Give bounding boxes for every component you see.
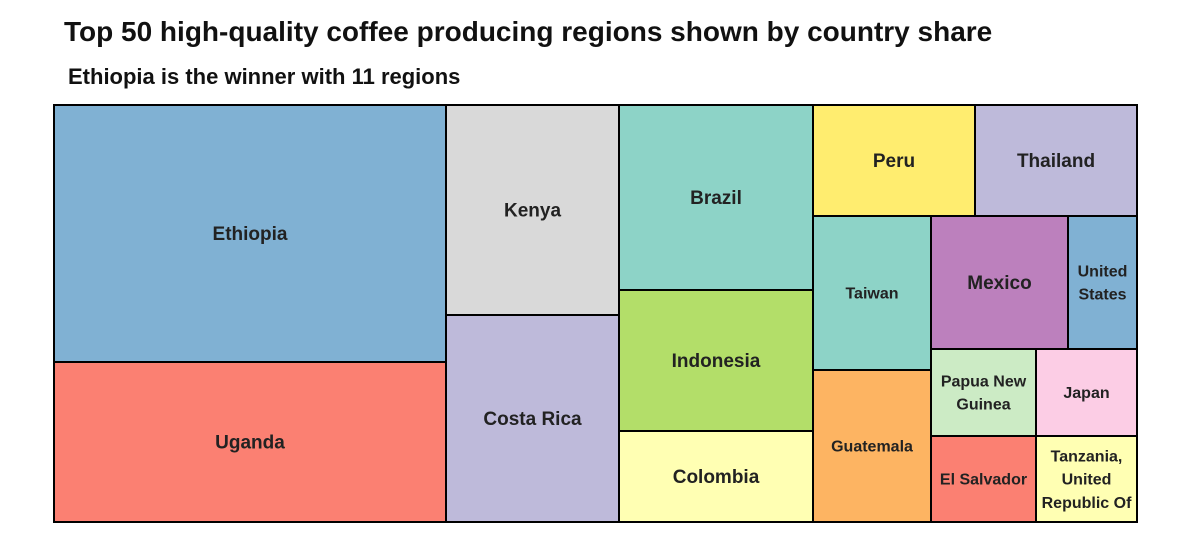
tile-label-el-salvador: El Salvador [940,472,1027,489]
tile-rect-united-states [1067,215,1138,350]
tile-label-peru: Peru [873,151,915,172]
tile-rect-guatemala [812,369,932,523]
tile-label-taiwan: Taiwan [845,286,898,303]
tile-papua-new-guinea: Papua New Guinea [930,348,1037,437]
tile-japan: Japan [1035,348,1138,437]
tile-rect-brazil [618,104,814,291]
tile-label-papua-new-guinea: Papua New Guinea [941,374,1027,414]
tile-label-thailand: Thailand [1017,151,1095,172]
tile-el-salvador: El Salvador [930,435,1037,523]
tile-colombia: Colombia [618,430,814,523]
tile-peru: Peru [812,104,976,217]
tile-indonesia: Indonesia [618,289,814,432]
tile-label-united-states: United States [1078,264,1128,304]
tile-label-indonesia: Indonesia [672,351,761,372]
tile-label-brazil: Brazil [690,188,742,209]
tile-uganda: Uganda [53,361,447,523]
tile-ethiopia: Ethiopia [53,104,447,363]
tile-rect-tanzania-united-republic-of [1035,435,1138,523]
tile-rect-colombia [618,430,814,523]
tile-rect-papua-new-guinea [930,348,1037,437]
tile-guatemala: Guatemala [812,369,932,523]
tile-label-japan: Japan [1063,385,1109,402]
tile-brazil: Brazil [618,104,814,291]
tile-label-tanzania-united-republic-of: Tanzania, United Republic Of [1042,448,1132,511]
tile-label-ethiopia: Ethiopia [213,224,288,245]
tile-rect-indonesia [618,289,814,432]
tile-mexico: Mexico [930,215,1069,350]
tile-rect-taiwan [812,215,932,371]
tile-kenya: Kenya [445,104,620,316]
tile-united-states: United States [1067,215,1138,350]
tile-label-mexico: Mexico [967,273,1031,294]
tile-label-colombia: Colombia [673,467,760,488]
chart-subtitle: Ethiopia is the winner with 11 regions [68,64,461,89]
tile-label-costa-rica: Costa Rica [483,409,582,430]
tile-rect-mexico [930,215,1069,350]
tile-label-uganda: Uganda [215,433,285,454]
tile-rect-japan [1035,348,1138,437]
tile-rect-costa-rica [445,314,620,523]
tile-taiwan: Taiwan [812,215,932,371]
tile-thailand: Thailand [974,104,1138,217]
tile-costa-rica: Costa Rica [445,314,620,523]
tile-label-guatemala: Guatemala [831,439,913,456]
chart-title: Top 50 high-quality coffee producing reg… [64,16,993,47]
tile-label-kenya: Kenya [504,201,561,222]
tile-tanzania-united-republic-of: Tanzania, United Republic Of [1035,435,1138,523]
tile-rect-peru [812,104,976,217]
